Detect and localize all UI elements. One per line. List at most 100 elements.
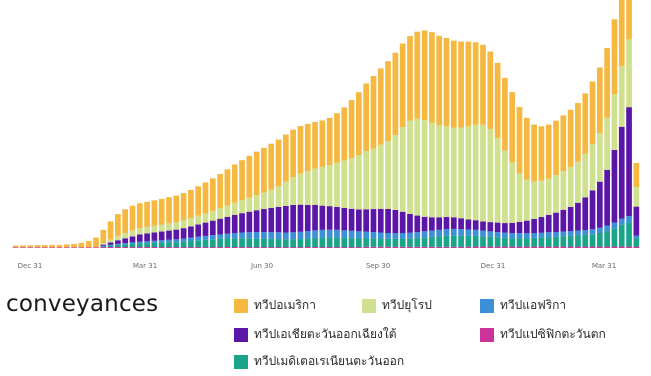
bar-segment-2-75 bbox=[560, 231, 567, 237]
bar-segment-2-28 bbox=[217, 234, 223, 239]
bar-segment-1-24 bbox=[188, 240, 194, 248]
bar-segment-4-30 bbox=[231, 202, 238, 215]
bar-segment-1-38 bbox=[290, 239, 296, 248]
bar-segment-2-53 bbox=[399, 233, 406, 239]
bar-segment-4-29 bbox=[224, 205, 231, 217]
bar-segment-4-38 bbox=[290, 177, 296, 205]
bar-segment-0-23 bbox=[180, 247, 187, 248]
bar-segment-1-70 bbox=[523, 238, 530, 247]
bar-segment-3-30 bbox=[231, 214, 238, 233]
bar-segment-4-41 bbox=[312, 168, 318, 205]
bar-segment-2-48 bbox=[363, 231, 370, 239]
bar-segment-1-34 bbox=[261, 238, 267, 248]
bar-segment-3-74 bbox=[553, 212, 559, 233]
bar-segment-3-81 bbox=[604, 169, 610, 226]
bar-segment-5-36 bbox=[275, 139, 282, 187]
bar-segment-4-50 bbox=[377, 144, 384, 209]
bar-segment-2-58 bbox=[436, 229, 443, 237]
bar-segment-5-76 bbox=[567, 109, 574, 167]
bar-segment-2-43 bbox=[326, 229, 333, 238]
bar-segment-1-44 bbox=[334, 237, 340, 248]
bar-segment-0-15 bbox=[122, 247, 129, 248]
bar-segment-2-44 bbox=[334, 229, 340, 238]
bar-segment-3-45 bbox=[341, 207, 348, 231]
bar-segment-3-58 bbox=[436, 217, 443, 230]
bar-segment-1-19 bbox=[151, 242, 158, 248]
bar-segment-1-68 bbox=[509, 238, 516, 247]
bar-segment-0-61 bbox=[458, 246, 464, 248]
bar-segment-5-15 bbox=[122, 209, 129, 233]
bar-segment-5-9 bbox=[78, 242, 85, 248]
bar-segment-4-76 bbox=[567, 166, 574, 207]
bar-segment-2-83 bbox=[618, 218, 625, 225]
bar-segment-5-10 bbox=[85, 240, 92, 248]
bar-segment-3-33 bbox=[253, 210, 260, 233]
bar-segment-3-41 bbox=[312, 204, 318, 231]
bar-segment-1-67 bbox=[502, 237, 508, 247]
bar-segment-2-24 bbox=[188, 237, 194, 241]
bar-segment-5-1 bbox=[20, 245, 26, 248]
bar-segment-0-12 bbox=[100, 247, 107, 248]
bar-segment-2-25 bbox=[195, 236, 202, 241]
bar-segment-0-27 bbox=[209, 247, 216, 248]
bar-segment-0-30 bbox=[231, 247, 238, 248]
bar-segment-1-80 bbox=[596, 233, 603, 247]
bar-segment-1-32 bbox=[246, 238, 253, 248]
legend-label-eastern-mediterranean: ทวีปเมดิเตอเรเนียนตะวันออก bbox=[254, 354, 405, 368]
bar-segment-3-50 bbox=[377, 208, 384, 233]
bar-segment-4-80 bbox=[596, 133, 603, 182]
bar-segment-5-51 bbox=[385, 61, 391, 142]
legend-item-europe: ทวีปยุโรป bbox=[362, 296, 432, 315]
bar-segment-4-44 bbox=[334, 162, 340, 207]
bar-segment-5-47 bbox=[356, 92, 362, 156]
bar-segment-0-40 bbox=[304, 247, 311, 248]
bar-segment-4-47 bbox=[356, 155, 362, 210]
bar-segment-2-39 bbox=[297, 231, 304, 240]
x-tick-label: Dec 31 bbox=[18, 262, 43, 270]
bar-segment-4-39 bbox=[297, 173, 304, 205]
bar-segment-5-38 bbox=[290, 129, 296, 178]
bar-segment-5-25 bbox=[195, 186, 202, 216]
bar-segment-0-39 bbox=[297, 247, 304, 248]
bar-segment-3-55 bbox=[414, 215, 421, 233]
bar-segment-2-50 bbox=[377, 232, 384, 239]
bar-segment-2-54 bbox=[407, 232, 413, 239]
bar-segment-0-7 bbox=[63, 247, 70, 248]
bar-segment-1-46 bbox=[348, 237, 355, 248]
bar-segment-2-16 bbox=[129, 242, 136, 244]
bar-segment-1-66 bbox=[494, 237, 501, 247]
bar-segment-2-57 bbox=[429, 230, 435, 237]
bar-segment-5-17 bbox=[136, 203, 143, 229]
bar-segment-1-21 bbox=[166, 242, 172, 248]
bar-segment-0-2 bbox=[27, 247, 34, 248]
bar-segment-0-81 bbox=[604, 246, 610, 248]
bar-segment-2-77 bbox=[575, 230, 581, 236]
bar-segment-0-51 bbox=[385, 246, 391, 248]
bar-segment-3-80 bbox=[596, 181, 603, 228]
bar-segment-0-35 bbox=[268, 247, 275, 248]
bar-segment-0-57 bbox=[429, 246, 435, 248]
bar-segment-4-54 bbox=[407, 120, 413, 214]
bar-segment-4-18 bbox=[144, 226, 150, 234]
bar-segment-0-0 bbox=[12, 247, 19, 248]
bar-segment-3-53 bbox=[399, 211, 406, 233]
bar-segment-0-31 bbox=[239, 247, 245, 248]
bar-segment-0-6 bbox=[56, 247, 63, 248]
bar-segment-0-14 bbox=[115, 247, 121, 248]
bar-segment-3-15 bbox=[122, 238, 129, 244]
bar-segment-1-62 bbox=[465, 235, 472, 247]
bar-segment-5-80 bbox=[596, 67, 603, 134]
bar-segment-2-47 bbox=[356, 231, 362, 239]
bar-segment-1-20 bbox=[158, 242, 165, 248]
bar-segment-4-27 bbox=[209, 210, 216, 221]
bar-segment-3-40 bbox=[304, 204, 311, 232]
bar-segment-3-18 bbox=[144, 233, 150, 242]
bar-segment-2-61 bbox=[458, 229, 464, 236]
bar-segment-1-73 bbox=[545, 237, 552, 247]
bar-segment-3-59 bbox=[443, 217, 450, 230]
bar-segment-5-85 bbox=[633, 163, 640, 188]
bar-segment-5-39 bbox=[297, 126, 304, 174]
bar-segment-5-42 bbox=[319, 120, 326, 167]
bar-segment-4-58 bbox=[436, 125, 443, 218]
bar-segment-0-47 bbox=[356, 247, 362, 248]
